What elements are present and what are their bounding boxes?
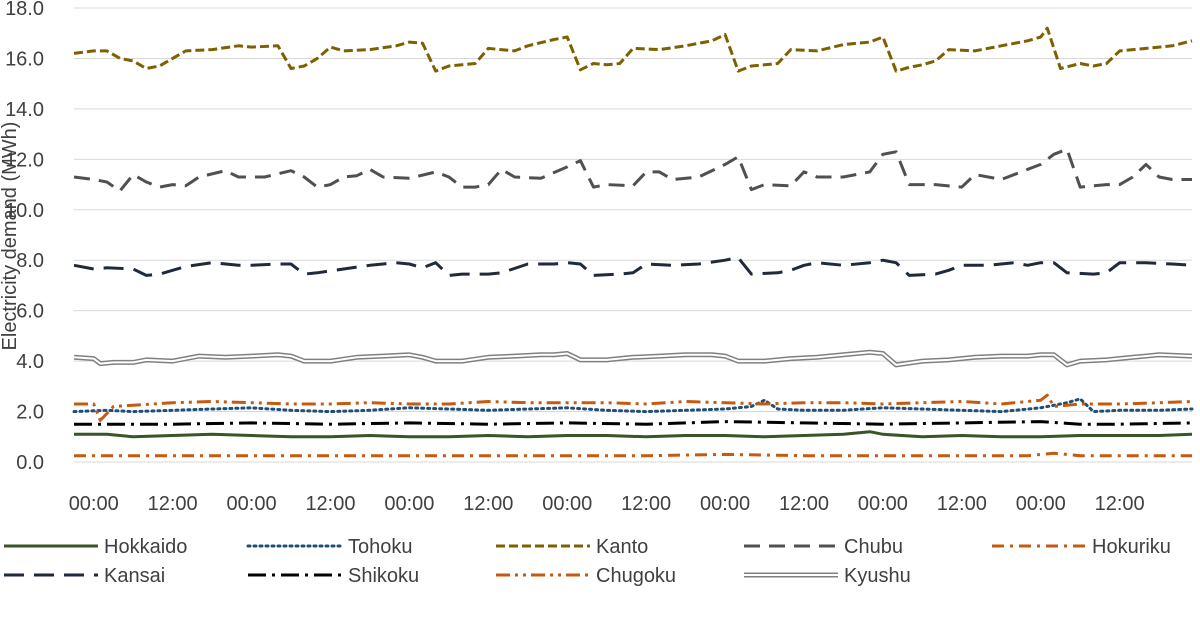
x-tick-label: 12:00 [463, 493, 513, 515]
y-tick-label: 12.0 [5, 149, 44, 171]
series-line-shikoku [74, 420, 1193, 426]
y-tick-label: 10.0 [5, 200, 44, 222]
x-tick-label: 00:00 [227, 493, 277, 515]
y-tick-label: 2.0 [16, 402, 44, 424]
x-tick-label: 12:00 [779, 493, 829, 515]
x-tick-label: 12:00 [305, 493, 355, 515]
y-tick-label: 6.0 [16, 301, 44, 323]
legend-label-kanto: Kanto [596, 536, 648, 558]
series-line-hokkaido [74, 430, 1193, 439]
y-tick-label: 16.0 [5, 48, 44, 70]
series-lines [72, 26, 1194, 458]
legend-label-chugoku: Chugoku [596, 565, 676, 587]
x-tick-label: 00:00 [69, 493, 119, 515]
x-tick-label: 00:00 [858, 493, 908, 515]
gridlines [74, 7, 1192, 463]
x-tick-label: 00:00 [384, 493, 434, 515]
legend-item-chubu: Chubu [744, 536, 903, 558]
legend-item-hokuriku: Hokuriku [992, 536, 1171, 558]
legend-label-kyushu: Kyushu [844, 565, 911, 587]
legend-item-kansai: Kansai [4, 565, 165, 587]
series-line-chugoku [74, 393, 1193, 422]
x-tick-label: 00:00 [700, 493, 750, 515]
series-line-kansai [73, 256, 1193, 277]
legend-label-shikoku: Shikoku [348, 565, 419, 587]
y-tick-label: 18.0 [5, 0, 44, 20]
legend-item-tohoku: Tohoku [246, 536, 413, 558]
legend-item-shikoku: Shikoku [248, 565, 419, 587]
legend-label-tohoku: Tohoku [348, 536, 413, 558]
legend-label-hokkaido: Hokkaido [104, 536, 187, 558]
legend-label-chubu: Chubu [844, 536, 903, 558]
legend: Hokkaido Tohoku Kanto Chubu Hokuriku Kansai Sh… [4, 536, 1171, 587]
series-line-tohoku [72, 397, 1194, 414]
x-axis-ticks: 00:00 12:00 00:00 12:00 00:00 12:00 00:00 12:00… [69, 493, 1145, 515]
legend-item-kyushu: Kyushu [744, 565, 911, 587]
x-tick-label: 00:00 [542, 493, 592, 515]
x-tick-label: 12:00 [148, 493, 198, 515]
series-line-kyushu [73, 349, 1193, 368]
y-tick-label: 4.0 [16, 351, 44, 373]
y-tick-label: 0.0 [16, 452, 44, 474]
legend-label-hokuriku: Hokuriku [1092, 536, 1171, 558]
legend-item-kanto: Kanto [496, 536, 648, 558]
x-tick-label: 00:00 [1016, 493, 1066, 515]
y-tick-label: 14.0 [5, 99, 44, 121]
x-tick-label: 12:00 [937, 493, 987, 515]
legend-item-chugoku: Chugoku [496, 565, 676, 587]
legend-label-kansai: Kansai [104, 565, 165, 587]
y-axis-ticks: 0.0 2.0 4.0 6.0 8.0 10.0 12.0 14.0 16.0 18.0 [5, 0, 44, 474]
x-tick-label: 12:00 [621, 493, 671, 515]
legend-item-hokkaido: Hokkaido [4, 536, 187, 558]
series-line-hokuriku [74, 451, 1192, 458]
series-line-chubu [73, 147, 1192, 193]
y-axis-label: Electricity demand (MWh) [0, 122, 21, 351]
y-tick-label: 8.0 [16, 250, 44, 272]
series-line-kanto [73, 26, 1193, 73]
x-tick-label: 12:00 [1095, 493, 1145, 515]
series-line-kyushu-inner [73, 351, 1193, 366]
